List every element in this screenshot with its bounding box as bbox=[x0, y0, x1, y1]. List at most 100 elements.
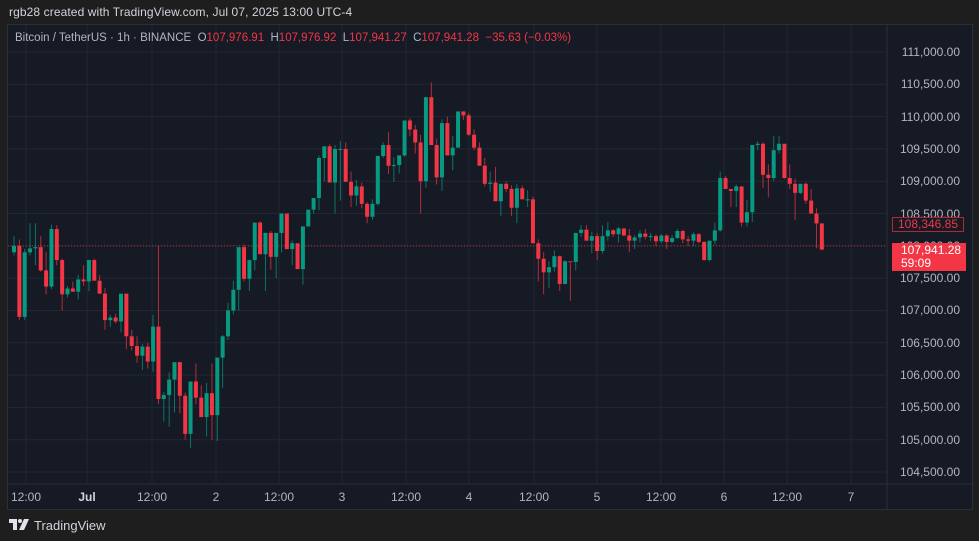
candle bbox=[215, 357, 220, 441]
candle bbox=[530, 196, 535, 244]
time-tick-label: 12:00 bbox=[771, 490, 803, 504]
candle bbox=[252, 222, 257, 271]
candle bbox=[386, 132, 391, 175]
candle bbox=[536, 239, 541, 282]
candle bbox=[311, 198, 316, 214]
candle bbox=[242, 244, 247, 282]
candle bbox=[349, 171, 354, 208]
candle bbox=[648, 232, 653, 242]
candle bbox=[696, 232, 701, 244]
candle bbox=[274, 232, 279, 279]
candle bbox=[322, 146, 327, 182]
candle bbox=[135, 336, 140, 363]
candle bbox=[295, 243, 300, 270]
candle bbox=[488, 171, 493, 192]
time-tick-label: 12:00 bbox=[390, 490, 422, 504]
candle bbox=[231, 280, 236, 315]
candle bbox=[723, 176, 728, 189]
candle bbox=[65, 285, 70, 298]
candle bbox=[333, 145, 337, 214]
candle bbox=[627, 229, 632, 253]
price-tick-label: 109,000.00 bbox=[899, 174, 960, 189]
candle bbox=[22, 249, 27, 321]
candle bbox=[493, 167, 498, 202]
time-tick-label: 2 bbox=[212, 490, 220, 504]
candle bbox=[477, 142, 482, 166]
candle bbox=[750, 145, 755, 222]
candle bbox=[803, 182, 808, 204]
candle bbox=[445, 116, 450, 156]
candle bbox=[712, 222, 717, 245]
candle bbox=[611, 229, 616, 237]
candle bbox=[129, 329, 134, 351]
tradingview-brand[interactable]: TradingView bbox=[9, 518, 106, 533]
candle bbox=[397, 155, 402, 174]
time-tick-label: 6 bbox=[720, 490, 728, 504]
candle bbox=[456, 111, 461, 148]
candle bbox=[504, 181, 509, 193]
candle bbox=[183, 392, 188, 440]
candle bbox=[172, 362, 177, 413]
candle bbox=[316, 155, 321, 211]
candle bbox=[97, 274, 102, 294]
candle bbox=[429, 82, 434, 146]
candle bbox=[450, 136, 455, 171]
price-tick-label: 107,000.00 bbox=[899, 303, 960, 318]
candle bbox=[520, 185, 525, 200]
candle bbox=[595, 232, 600, 261]
candle bbox=[167, 372, 172, 427]
candle bbox=[761, 142, 765, 188]
symbol-legend: Bitcoin / TetherUS · 1h · BINANCE O107,9… bbox=[15, 32, 571, 44]
candle bbox=[466, 112, 471, 136]
candle bbox=[573, 232, 578, 271]
candle bbox=[381, 142, 386, 158]
price-tick-label: 106,500.00 bbox=[899, 335, 960, 350]
candle bbox=[407, 117, 412, 136]
open-value: 107,976.91 bbox=[206, 32, 265, 44]
low-value: 107,941.27 bbox=[349, 32, 407, 44]
candle bbox=[370, 199, 375, 220]
tradingview-logo-icon bbox=[9, 518, 29, 533]
candle bbox=[809, 188, 814, 214]
candle bbox=[568, 261, 573, 301]
change-value: −35.63 (−0.03%) bbox=[485, 32, 572, 44]
candle bbox=[552, 250, 557, 272]
candle bbox=[734, 184, 739, 208]
candle bbox=[81, 265, 86, 286]
candle bbox=[755, 141, 760, 151]
candle bbox=[621, 228, 626, 237]
candlestick-chart[interactable] bbox=[8, 25, 972, 509]
time-tick-label: 12:00 bbox=[136, 490, 168, 504]
price-tick-label: 111,000.00 bbox=[901, 45, 960, 59]
candle bbox=[49, 224, 54, 290]
time-tick-label: 12:00 bbox=[645, 490, 677, 504]
candle bbox=[199, 385, 204, 418]
price-tick-label: 110,000.00 bbox=[900, 109, 960, 124]
candle bbox=[108, 314, 113, 327]
price-tick-label: 104,500.00 bbox=[899, 465, 960, 479]
candle bbox=[359, 182, 364, 209]
candle bbox=[793, 178, 798, 220]
candle bbox=[220, 335, 225, 388]
candle bbox=[263, 232, 268, 292]
candle bbox=[707, 240, 712, 262]
candle bbox=[584, 225, 589, 241]
candle bbox=[680, 229, 685, 244]
candle bbox=[156, 245, 161, 405]
candle bbox=[600, 225, 605, 254]
candle bbox=[563, 260, 568, 285]
candle bbox=[659, 234, 664, 244]
candle bbox=[258, 221, 263, 255]
candle bbox=[327, 144, 332, 183]
candle bbox=[86, 260, 91, 292]
chart-panel[interactable] bbox=[7, 24, 973, 510]
symbol-name[interactable]: Bitcoin / TetherUS · 1h · BINANCE bbox=[15, 32, 192, 44]
candle bbox=[579, 225, 584, 237]
candle bbox=[670, 234, 675, 244]
candle bbox=[616, 227, 621, 243]
price-tick-label: 109,500.00 bbox=[899, 141, 960, 156]
candle bbox=[702, 241, 707, 261]
candle bbox=[354, 179, 359, 206]
candle bbox=[188, 381, 193, 449]
candle bbox=[798, 183, 803, 195]
